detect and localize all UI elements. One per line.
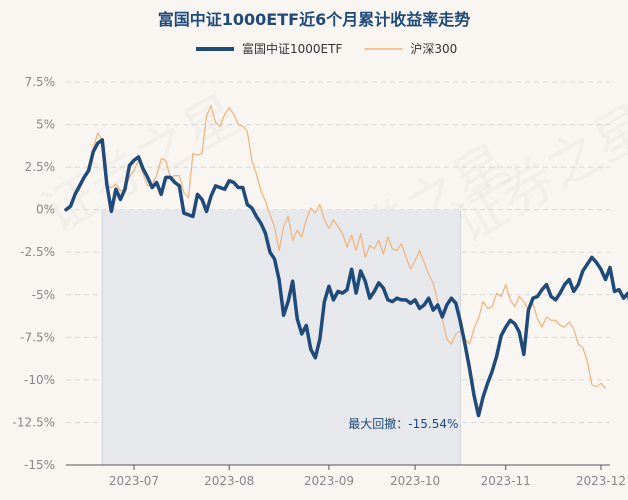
y-tick-label: 7.5% [25, 75, 56, 89]
max-drawdown-label: 最大回撤：-15.54% [348, 416, 458, 431]
y-tick-label: -15% [24, 458, 55, 472]
x-tick-label: 2023-11 [481, 474, 531, 488]
x-axis: 2023-07 2023-08 2023-09 2023-10 2023-11 2023-… [66, 464, 626, 488]
y-tick-label: 0% [36, 203, 55, 217]
y-tick-label: -2.5% [20, 245, 55, 259]
series-line-1 [64, 138, 628, 418]
x-tick-label: 2023-12 [576, 474, 626, 488]
y-axis: 7.5% 5% 2.5% 0% -2.5% -5% -7.5% -10% -12.5% -15% [13, 75, 55, 472]
y-tick-label: 5% [36, 118, 55, 132]
y-tick-label: -7.5% [20, 330, 55, 344]
y-tick-label: -12.5% [13, 415, 55, 429]
chart-title: 富国中证1000ETF近6个月累计收益率走势 [158, 10, 470, 29]
x-tick-label: 2023-08 [204, 474, 254, 488]
y-tick-label: 2.5% [25, 160, 56, 174]
x-tick-label: 2023-10 [390, 474, 440, 488]
series-lines [64, 105, 628, 418]
x-tick-label: 2023-09 [304, 474, 354, 488]
legend: 富国中证1000ETF 沪深300 [196, 41, 457, 56]
y-tick-label: -5% [32, 288, 55, 302]
legend-label-2: 沪深300 [410, 42, 457, 56]
x-tick-label: 2023-07 [109, 474, 159, 488]
drawdown-shade [102, 209, 461, 465]
series-line-2 [65, 105, 607, 390]
max-drawdown-area [101, 209, 461, 465]
legend-label-1: 富国中证1000ETF [242, 41, 342, 56]
y-tick-label: -10% [24, 373, 55, 387]
